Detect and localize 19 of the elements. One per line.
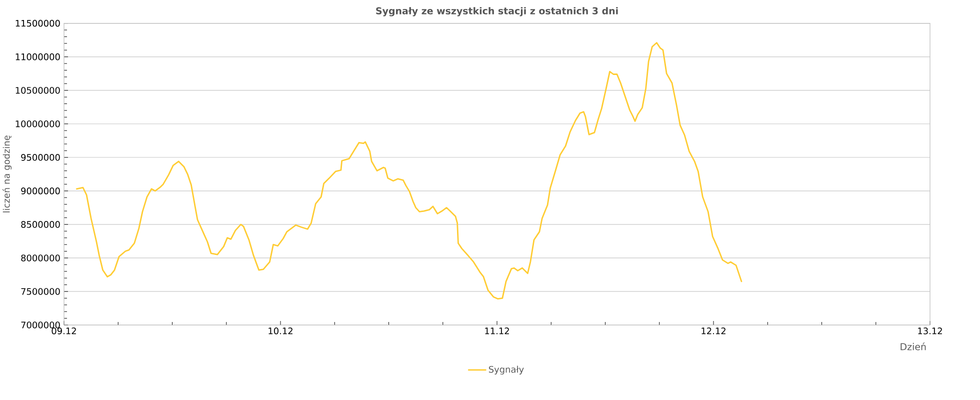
y-tick-label: 7000000 [21, 322, 60, 328]
y-tick-label: 11000000 [16, 53, 60, 60]
legend-label: Sygnały [488, 366, 524, 374]
y-tick-label: 8000000 [21, 254, 60, 262]
x-axis-title: Dzień [900, 342, 926, 350]
chart-title: Sygnały ze wszystkich stacji z ostatnich 3 dni [376, 7, 618, 16]
x-tick-label: 11.12 [485, 328, 509, 334]
x-tick-label: 09.12 [52, 328, 76, 334]
y-axis-title: liczeń na godzinę [2, 136, 12, 212]
x-tick-label: 10.12 [268, 328, 292, 334]
y-tick-label: 10000000 [16, 120, 60, 128]
y-tick-label: 7500000 [21, 288, 60, 295]
x-tick-label: 13.12 [918, 328, 942, 334]
y-tick-label: 9000000 [21, 188, 60, 194]
x-tick-label: 12.12 [702, 328, 726, 334]
y-tick-label: 10500000 [16, 86, 60, 94]
y-tick-label: 11500000 [16, 20, 60, 27]
y-tick-label: 9500000 [21, 154, 60, 161]
y-tick-label: 8500000 [21, 221, 60, 228]
